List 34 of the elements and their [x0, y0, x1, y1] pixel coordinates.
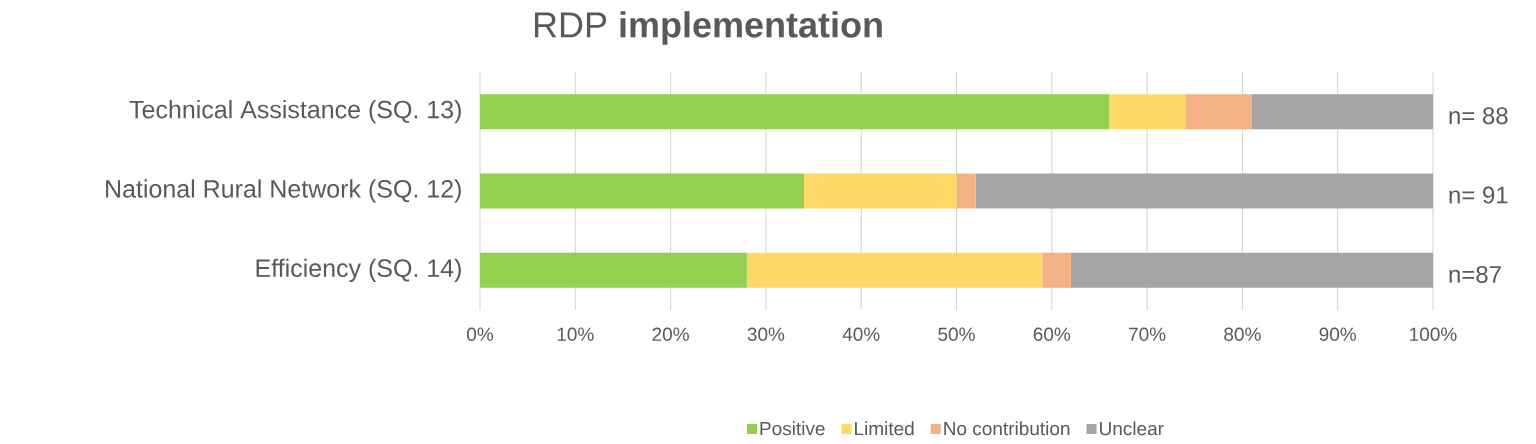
bar	[480, 252, 747, 288]
x-tick-label: 20%	[652, 327, 689, 341]
legend-label: No contribution	[944, 421, 1070, 436]
bar	[480, 173, 805, 209]
bar	[1251, 94, 1433, 130]
bar	[746, 252, 1043, 288]
x-tick-label: 50%	[938, 327, 975, 341]
x-tick-label: 40%	[842, 327, 880, 341]
legend-label: Unclear	[1100, 421, 1164, 436]
y-tick-label: Efficiency (SQ. 14)	[256, 258, 461, 282]
text: n= 91	[1449, 186, 1508, 204]
text: n= 88	[1449, 107, 1508, 125]
bar	[1070, 252, 1433, 288]
legend-label: Limited	[855, 421, 914, 436]
x-tick-label: 90%	[1319, 327, 1357, 341]
text: n=87	[1449, 265, 1501, 283]
bar	[956, 173, 976, 209]
bar	[480, 94, 1109, 130]
bar	[1108, 94, 1186, 130]
bar	[1042, 252, 1071, 288]
x-tick-label: 60%	[1033, 327, 1071, 341]
x-tick-label: 30%	[747, 327, 785, 341]
bar	[804, 173, 957, 209]
x-tick-label: 80%	[1224, 327, 1261, 341]
bar	[1185, 94, 1252, 130]
y-tick-label: Technical Assistance (SQ. 13)	[129, 100, 461, 124]
x-tick-label: 100%	[1410, 327, 1457, 341]
chart-title: RDP implementation	[534, 11, 882, 45]
bar	[975, 173, 1433, 209]
x-tick-label: 70%	[1129, 327, 1166, 341]
x-tick-label: 10%	[557, 327, 594, 341]
x-tick-label: 0%	[467, 327, 494, 341]
y-tick-label: National Rural Network (SQ. 12)	[106, 179, 461, 203]
legend-label: Positive	[760, 421, 825, 436]
